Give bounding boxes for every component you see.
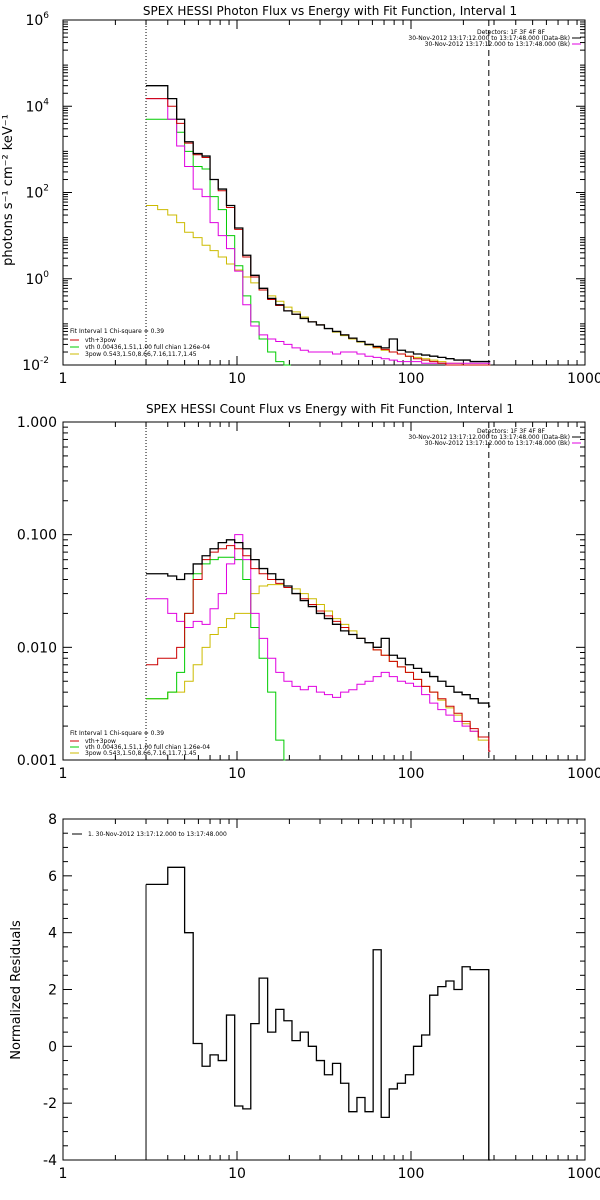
panel-1-header-detectors: Detectors: 1F 3F 4F 8F (477, 29, 546, 36)
series-line-data (146, 866, 491, 1161)
series-line-vth (146, 556, 286, 761)
x-tick-label: 1000 (567, 371, 600, 387)
y-tick-exponent: 4 (43, 97, 49, 107)
x-tick-label: 1 (59, 371, 68, 387)
y-tick-label: -4 (43, 1153, 57, 1169)
y-tick-label: 1.000 (17, 415, 57, 431)
x-tick-label: 1 (59, 766, 68, 782)
y-tick-label: 0.010 (17, 640, 57, 656)
y-tick-exponent: 0 (43, 270, 49, 280)
x-tick-label: 100 (398, 1166, 425, 1182)
y-tick-label: -2 (43, 1096, 57, 1112)
panel-2-ticks: 1 10 100 1000 0.001 0.010 0.100 1.000 (17, 415, 600, 782)
y-tick-label: 0.001 (17, 753, 57, 769)
panel-3-y-axis-label: Normalized Residuals (9, 920, 24, 1060)
series-line-bk (146, 534, 491, 752)
y-tick-label: 0 (48, 1039, 57, 1055)
panel-1-fit-info: Fit Interval 1 Chi-square = 0.39 (70, 328, 164, 335)
y-tick-label: 2 (48, 983, 57, 999)
panel-1-legend-total: vth+3pow (85, 337, 116, 344)
panel-count-flux: SPEX HESSI Count Flux vs Energy with Fit… (17, 402, 600, 782)
panel-2-title: SPEX HESSI Count Flux vs Energy with Fit… (146, 402, 514, 416)
panel-3-series (145, 866, 491, 1161)
panel-2-legend-pow: 3pow 0.543,1.50,8.66,7.16,11.7,1.45 (85, 750, 197, 757)
y-tick-label: 8 (48, 812, 57, 828)
x-tick-label: 10 (228, 371, 246, 387)
x-tick-label: 1 (59, 1166, 68, 1182)
x-tick-label: 10 (228, 766, 246, 782)
x-tick-label: 100 (398, 371, 425, 387)
y-tick-label: 6 (48, 869, 57, 885)
panel-1-legend-pow: 3pow 0.543,1.50,8.66,7.16,11.7,1.45 (85, 351, 197, 358)
panel-2-axes-frame (62, 421, 586, 761)
x-tick-label: 1000 (567, 766, 600, 782)
x-tick-label: 100 (398, 766, 425, 782)
panel-2-series (146, 534, 491, 761)
panel-2-header-data-bk: 30-Nov-2012 13:17:12.000 to 13:17:48.000… (408, 434, 570, 441)
panel-3-plot: 1 10 100 1000 -4 -2 0 2 4 6 8 Normalized Residuals… (9, 812, 600, 1182)
series-line-bk (146, 98, 491, 364)
series-line-data (146, 85, 491, 363)
y-tick-exponent: 2 (43, 184, 49, 194)
panel-2-plot: 1 10 100 1000 0.001 0.010 0.100 1.000 Detectors… (17, 415, 600, 782)
panel-residuals: 1 10 100 1000 -4 -2 0 2 4 6 8 Normalized Residuals… (9, 812, 600, 1182)
y-tick-label: 4 (48, 926, 57, 942)
panel-1-series (146, 85, 491, 366)
series-line-data (146, 539, 491, 707)
panel-photon-flux: SPEX HESSI Photon Flux vs Energy with Fi… (1, 4, 600, 387)
panel-2-header-detectors: Detectors: 1F 3F 4F 8F (477, 428, 546, 435)
panel-2-header-bk: 30-Nov-2012 13:17:12.000 to 13:17:48.000… (425, 440, 570, 447)
panel-1-title: SPEX HESSI Photon Flux vs Energy with Fi… (143, 4, 517, 18)
panel-3-legend: 1. 30-Nov-2012 13:17:12.000 to 13:17:48.… (88, 831, 227, 838)
panel-1-y-axis-label: photons s⁻¹ cm⁻² keV⁻¹ (1, 114, 16, 266)
panel-1-header-data-bk: 30-Nov-2012 13:17:12.000 to 13:17:48.000… (408, 35, 570, 42)
y-tick-label: 0.100 (17, 528, 57, 544)
panel-2-fit-info: Fit Interval 1 Chi-square = 0.39 (70, 730, 164, 737)
y-tick-label: 102 (25, 184, 49, 202)
panel-1-legend-vth: vth 0.00436,1.51,1.00 full chian 1.26e-0… (85, 344, 210, 351)
panel-2-legend-total: vth+3pow (85, 738, 116, 745)
panel-3-ticks: 1 10 100 1000 -4 -2 0 2 4 6 8 (43, 812, 600, 1182)
panel-1-header-bk: 30-Nov-2012 13:17:12.000 to 13:17:48.000… (425, 41, 570, 48)
panel-2-legend-vth: vth 0.00436,1.51,1.00 full chian 1.26e-0… (85, 744, 210, 751)
y-tick-exponent: 6 (43, 11, 49, 21)
x-tick-label: 10 (228, 1166, 246, 1182)
x-tick-label: 1000 (567, 1166, 600, 1182)
y-tick-exponent: -2 (40, 356, 49, 366)
